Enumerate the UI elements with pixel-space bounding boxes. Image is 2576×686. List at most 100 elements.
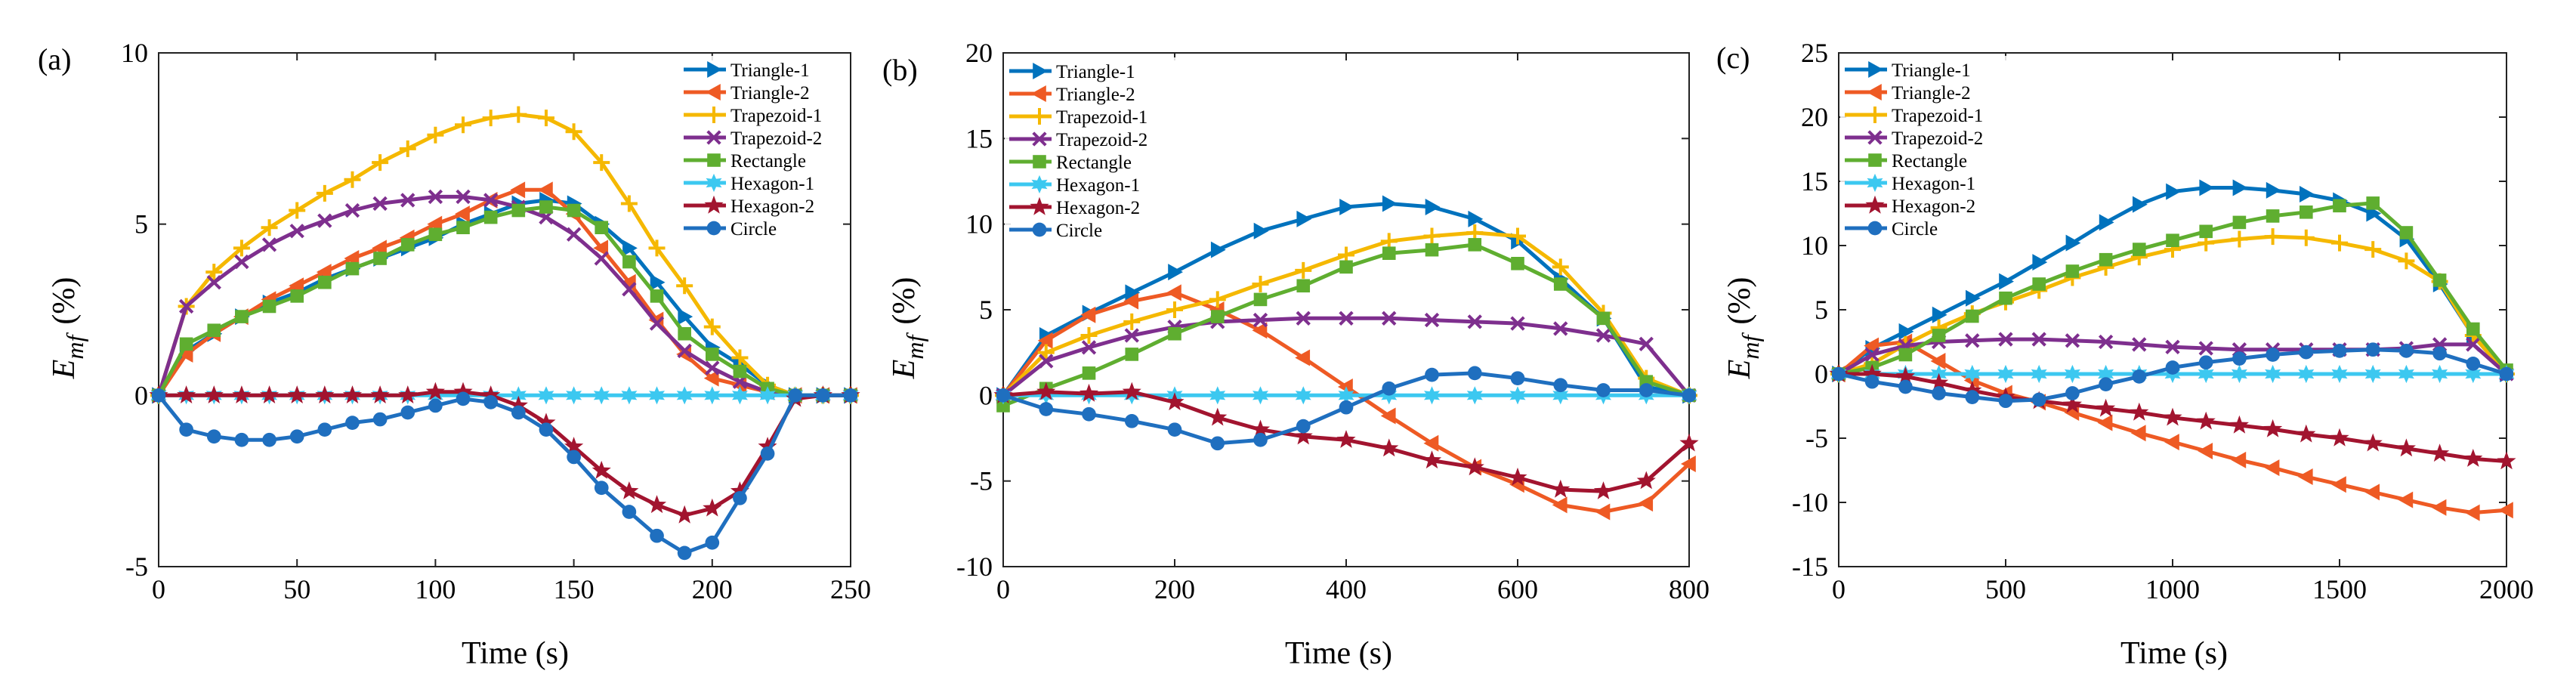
data-point bbox=[2132, 369, 2147, 384]
data-point bbox=[345, 261, 360, 276]
data-point bbox=[619, 481, 639, 499]
data-point bbox=[400, 193, 415, 208]
data-point bbox=[2199, 179, 2215, 196]
data-point bbox=[1553, 277, 1568, 291]
data-point bbox=[1424, 386, 1440, 405]
data-point bbox=[622, 239, 638, 257]
data-point bbox=[317, 422, 332, 437]
legend-item: Circle bbox=[1845, 219, 1938, 239]
legend-label: Hexagon-2 bbox=[730, 196, 814, 217]
data-point bbox=[1552, 496, 1568, 514]
y-axis-label-sub: mf bbox=[901, 332, 928, 360]
legend-item: Circle bbox=[1009, 221, 1102, 241]
data-point bbox=[511, 203, 526, 218]
data-point bbox=[1252, 276, 1269, 292]
data-point bbox=[650, 528, 664, 543]
data-point bbox=[1208, 407, 1228, 426]
x-tick-label: 2000 bbox=[2479, 574, 2534, 604]
plot-frame bbox=[158, 52, 851, 567]
series-circle bbox=[1831, 342, 2514, 409]
data-point bbox=[2229, 415, 2249, 434]
y-axis-label-unit: (%) bbox=[1722, 277, 1757, 325]
data-point bbox=[398, 385, 418, 403]
data-point bbox=[1039, 402, 1054, 416]
data-point bbox=[1336, 430, 1356, 448]
svg-text:Emf(%): Emf (%) bbox=[1722, 277, 1764, 380]
legend-item: Trapezoid-1 bbox=[1009, 107, 1147, 128]
y-tick-label: -10 bbox=[956, 552, 993, 582]
data-point bbox=[2498, 502, 2513, 519]
legend-item: Hexagon-2 bbox=[684, 195, 814, 217]
legend-marker bbox=[1031, 175, 1048, 194]
data-point bbox=[2133, 243, 2146, 256]
data-point bbox=[2031, 364, 2047, 384]
data-point bbox=[151, 388, 166, 403]
data-point bbox=[2463, 449, 2483, 467]
data-point bbox=[1382, 246, 1396, 260]
legend-marker bbox=[707, 61, 722, 78]
legend-item: Trapezoid-2 bbox=[1845, 128, 1983, 149]
data-point bbox=[759, 386, 776, 405]
data-point bbox=[1210, 436, 1225, 451]
data-point bbox=[2264, 459, 2280, 477]
data-point bbox=[1932, 306, 1947, 323]
data-point bbox=[2096, 398, 2116, 417]
data-point bbox=[2032, 254, 2048, 271]
data-point bbox=[1864, 347, 1879, 363]
data-point bbox=[760, 447, 775, 461]
data-point bbox=[537, 181, 553, 199]
data-point bbox=[482, 110, 499, 127]
data-point bbox=[1380, 407, 1396, 425]
data-point bbox=[594, 481, 609, 496]
legend-marker bbox=[704, 195, 724, 214]
data-point bbox=[1929, 372, 1949, 391]
data-point bbox=[565, 123, 582, 141]
data-point bbox=[1468, 238, 1482, 252]
data-point bbox=[1252, 312, 1268, 328]
legend-marker bbox=[706, 130, 721, 145]
data-point bbox=[593, 239, 609, 257]
y-tick-label: -10 bbox=[1792, 487, 1828, 518]
data-point bbox=[676, 345, 691, 363]
y-tick-label: 10 bbox=[1801, 230, 1828, 261]
data-point bbox=[2264, 228, 2281, 246]
data-point bbox=[2366, 196, 2380, 210]
legend-marker bbox=[1867, 84, 1882, 100]
x-tick-label: 50 bbox=[283, 574, 310, 604]
x-tick-label: 250 bbox=[830, 574, 871, 604]
data-point bbox=[538, 386, 554, 405]
data-point bbox=[677, 545, 692, 561]
data-point bbox=[2432, 364, 2448, 384]
data-point bbox=[345, 416, 360, 430]
data-point bbox=[2333, 199, 2346, 213]
series-circle bbox=[151, 388, 858, 561]
data-point bbox=[1080, 327, 1098, 344]
data-point bbox=[1999, 291, 2012, 305]
legend-marker bbox=[707, 153, 721, 167]
data-point bbox=[758, 437, 777, 455]
data-point bbox=[2133, 196, 2148, 213]
data-point bbox=[2166, 183, 2181, 200]
data-point bbox=[2266, 209, 2280, 223]
data-point bbox=[622, 505, 637, 519]
x-tick-label: 150 bbox=[554, 574, 595, 604]
data-point bbox=[2466, 357, 2481, 371]
data-point bbox=[1209, 386, 1226, 405]
data-point bbox=[2364, 484, 2380, 501]
data-point bbox=[453, 382, 473, 400]
data-point bbox=[1339, 400, 1354, 415]
data-point bbox=[1552, 258, 1569, 276]
legend-marker bbox=[1030, 196, 1049, 215]
x-tick-label: 600 bbox=[1497, 574, 1538, 604]
data-point bbox=[2165, 360, 2180, 375]
data-point bbox=[2099, 252, 2113, 267]
data-point bbox=[481, 385, 501, 403]
legend-label: Trapezoid-1 bbox=[730, 106, 822, 126]
data-point bbox=[2065, 264, 2080, 278]
data-point bbox=[1296, 311, 1311, 326]
y-axis-label: Emf (%) bbox=[1722, 277, 1764, 380]
data-point bbox=[1467, 314, 1482, 329]
legend-label: Hexagon-2 bbox=[1892, 196, 1975, 217]
data-point bbox=[1209, 291, 1226, 308]
data-point bbox=[316, 184, 333, 202]
